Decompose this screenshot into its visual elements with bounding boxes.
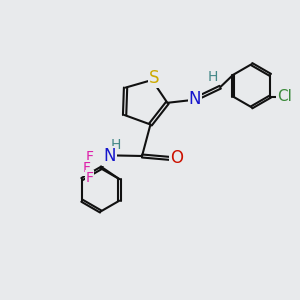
Text: F: F (82, 161, 90, 175)
Text: H: H (208, 70, 218, 84)
Text: Cl: Cl (277, 89, 292, 104)
Text: N: N (103, 147, 116, 165)
Text: F: F (85, 171, 93, 185)
Text: S: S (149, 69, 160, 87)
Text: F: F (85, 151, 93, 164)
Text: H: H (110, 138, 121, 152)
Text: N: N (189, 90, 201, 108)
Text: O: O (170, 149, 183, 167)
